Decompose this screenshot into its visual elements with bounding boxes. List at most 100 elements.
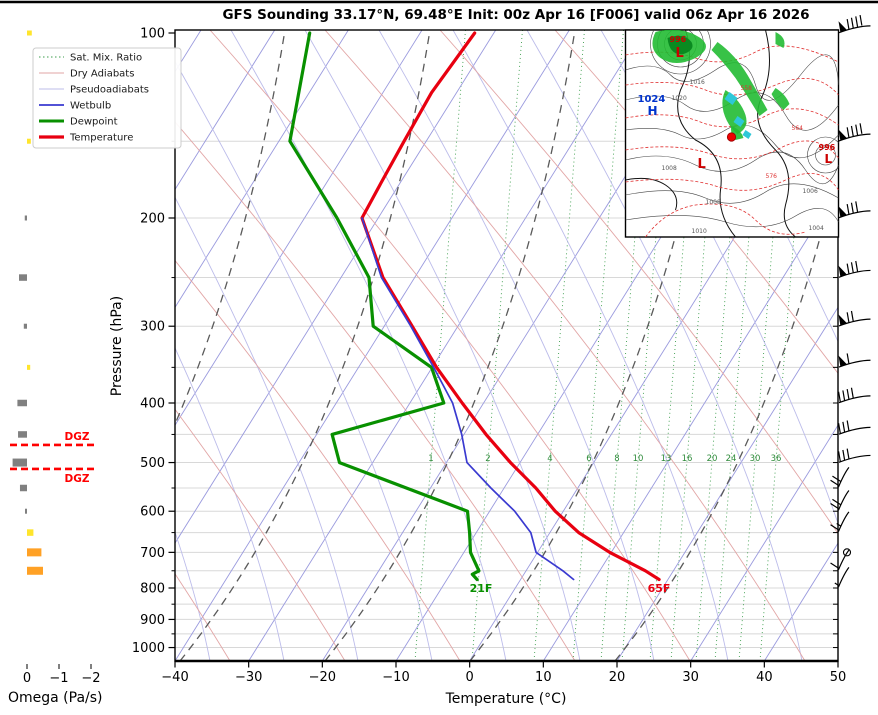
- y-tick-label-800: 800: [140, 582, 165, 597]
- mixing-ratio-line-4: [533, 30, 585, 661]
- omega-bar-550: [19, 484, 27, 492]
- omega-panel: 0 −1 −2: [12, 30, 101, 686]
- dashed-reference-line: [324, 30, 576, 661]
- map-label-576: 576: [766, 173, 778, 180]
- map-precip-cyan: [724, 92, 752, 139]
- mixing-ratio-label-2: 2: [485, 454, 490, 464]
- x-tick-label-10: 10: [535, 670, 552, 685]
- map-label-1016: 1016: [690, 79, 705, 86]
- mixing-ratio-line-30: [738, 30, 790, 661]
- map-label-564: 564: [792, 125, 804, 132]
- dgz-label-top: DGZ: [65, 431, 90, 443]
- isotherm--50: [175, 30, 497, 544]
- map-precip-green-dark: [667, 35, 693, 55]
- wind-barb-150: [838, 123, 871, 142]
- map-label-H: H: [648, 104, 658, 118]
- legend-label: Wetbulb: [70, 101, 111, 112]
- x-tick-label-30: 30: [682, 670, 699, 685]
- omega-bar-250: [19, 274, 27, 281]
- omega-bar-700: [27, 548, 42, 557]
- chart-title: GFS Sounding 33.17°N, 69.48°E Init: 00z …: [222, 7, 809, 23]
- dashed-reference-line: [179, 30, 431, 661]
- dgz-annotation: DGZ DGZ: [10, 431, 96, 485]
- x-tick-label-50: 50: [830, 670, 847, 685]
- wind-barb-800: [834, 566, 850, 588]
- legend-label: Temperature: [69, 133, 133, 144]
- mixing-ratio-line-16: [670, 30, 722, 661]
- map-label-996: 996: [670, 35, 687, 44]
- isotherm-50: [837, 660, 838, 661]
- mixing-ratio-label-16: 16: [682, 454, 693, 464]
- mixing-ratio-line-6: [572, 30, 624, 661]
- dry-adiabat: [439, 30, 838, 535]
- dashed-reference-line: [614, 164, 838, 661]
- mixing-ratio-line-13: [649, 30, 701, 661]
- y-tick-label-900: 900: [140, 613, 165, 628]
- omega-axis-label: Omega (Pa/s): [8, 690, 103, 706]
- pseudoadiabat: [230, 30, 507, 661]
- y-tick-label-500: 500: [140, 456, 165, 471]
- map-label-1008: 1008: [662, 165, 677, 172]
- dry-adiabat: [175, 259, 461, 661]
- x-tick-label-0: 0: [466, 670, 474, 685]
- mixing-ratio-label-8: 8: [614, 454, 619, 464]
- omega-bar-600: [25, 508, 27, 514]
- legend: Sat. Mix. Ratio Dry Adiabats Pseudoadiab…: [32, 47, 182, 149]
- wind-barb-500: [837, 448, 871, 463]
- mixing-ratio-line-36: [759, 30, 811, 661]
- isotherm--40: [175, 30, 570, 661]
- mixing-ratio-line-20: [695, 30, 747, 661]
- dashed-reference-line: [175, 30, 286, 426]
- isotherm--60: [175, 30, 423, 427]
- map-label-L: L: [825, 152, 833, 166]
- pseudoadiabat: [175, 196, 359, 661]
- map-label-1008: 1008: [706, 199, 721, 206]
- pseudoadiabat: [175, 346, 285, 661]
- y-tick-label-300: 300: [140, 320, 165, 335]
- wind-barb-700: [842, 548, 852, 557]
- x-tick-label--20: −20: [309, 670, 336, 685]
- wind-barb-300: [838, 310, 871, 327]
- wind-barb-600: [830, 490, 850, 511]
- surface-temperature-label: 65F: [648, 582, 671, 595]
- map-content: 996L1024HL996L10161020100810081010100610…: [625, 30, 839, 237]
- y-tick-label-700: 700: [140, 546, 165, 561]
- omega-bar-150: [27, 138, 31, 144]
- map-label-558: 558: [741, 85, 753, 92]
- isotherm-10: [542, 188, 838, 661]
- synoptic-map-inset: 996L1024HL996L10161020100810081010100610…: [624, 29, 840, 238]
- map-label-1006: 1006: [803, 188, 818, 195]
- map-labels: 996L1024HL996L10161020100810081010100610…: [638, 35, 836, 235]
- sounding-curves: [288, 31, 661, 582]
- map-label-1004: 1004: [809, 225, 824, 232]
- omega-bar-400: [17, 399, 27, 407]
- mixing-ratio-label-24: 24: [726, 454, 737, 464]
- map-label-1010: 1010: [692, 228, 707, 235]
- mixing-ratio-label-1: 1: [428, 454, 433, 464]
- dry-adiabat: [175, 408, 346, 661]
- legend-label: Sat. Mix. Ratio: [70, 53, 142, 64]
- mixing-ratio-line-10: [621, 30, 673, 661]
- y-tick-label-100: 100: [140, 27, 165, 42]
- pseudoadiabat: [526, 30, 803, 661]
- legend-item-sat-mix-ratio: Sat. Mix. Ratio: [39, 53, 142, 64]
- isotherm-30: [690, 424, 838, 661]
- x-tick-label-40: 40: [756, 670, 773, 685]
- legend-label: Dewpoint: [70, 117, 118, 128]
- map-label-996: 996: [819, 143, 836, 152]
- mixing-ratio-label-13: 13: [661, 454, 672, 464]
- legend-item-dewpoint: Dewpoint: [39, 117, 118, 128]
- map-coastlines: [625, 30, 796, 237]
- mixing-ratio-line-8: [600, 30, 652, 661]
- omega-bar-200: [24, 215, 27, 221]
- curve-dewpoint: [288, 31, 481, 582]
- dgz-label-bottom: DGZ: [65, 473, 90, 485]
- legend-item-dry-adiabats: Dry Adiabats: [39, 69, 134, 80]
- legend-label: Dry Adiabats: [70, 69, 134, 80]
- x-tick-label--10: −10: [382, 670, 409, 685]
- curve-wetbulb: [361, 217, 575, 581]
- wind-barb-550: [830, 466, 850, 488]
- x-tick-label-20: 20: [609, 670, 626, 685]
- wind-barb-250: [838, 260, 871, 278]
